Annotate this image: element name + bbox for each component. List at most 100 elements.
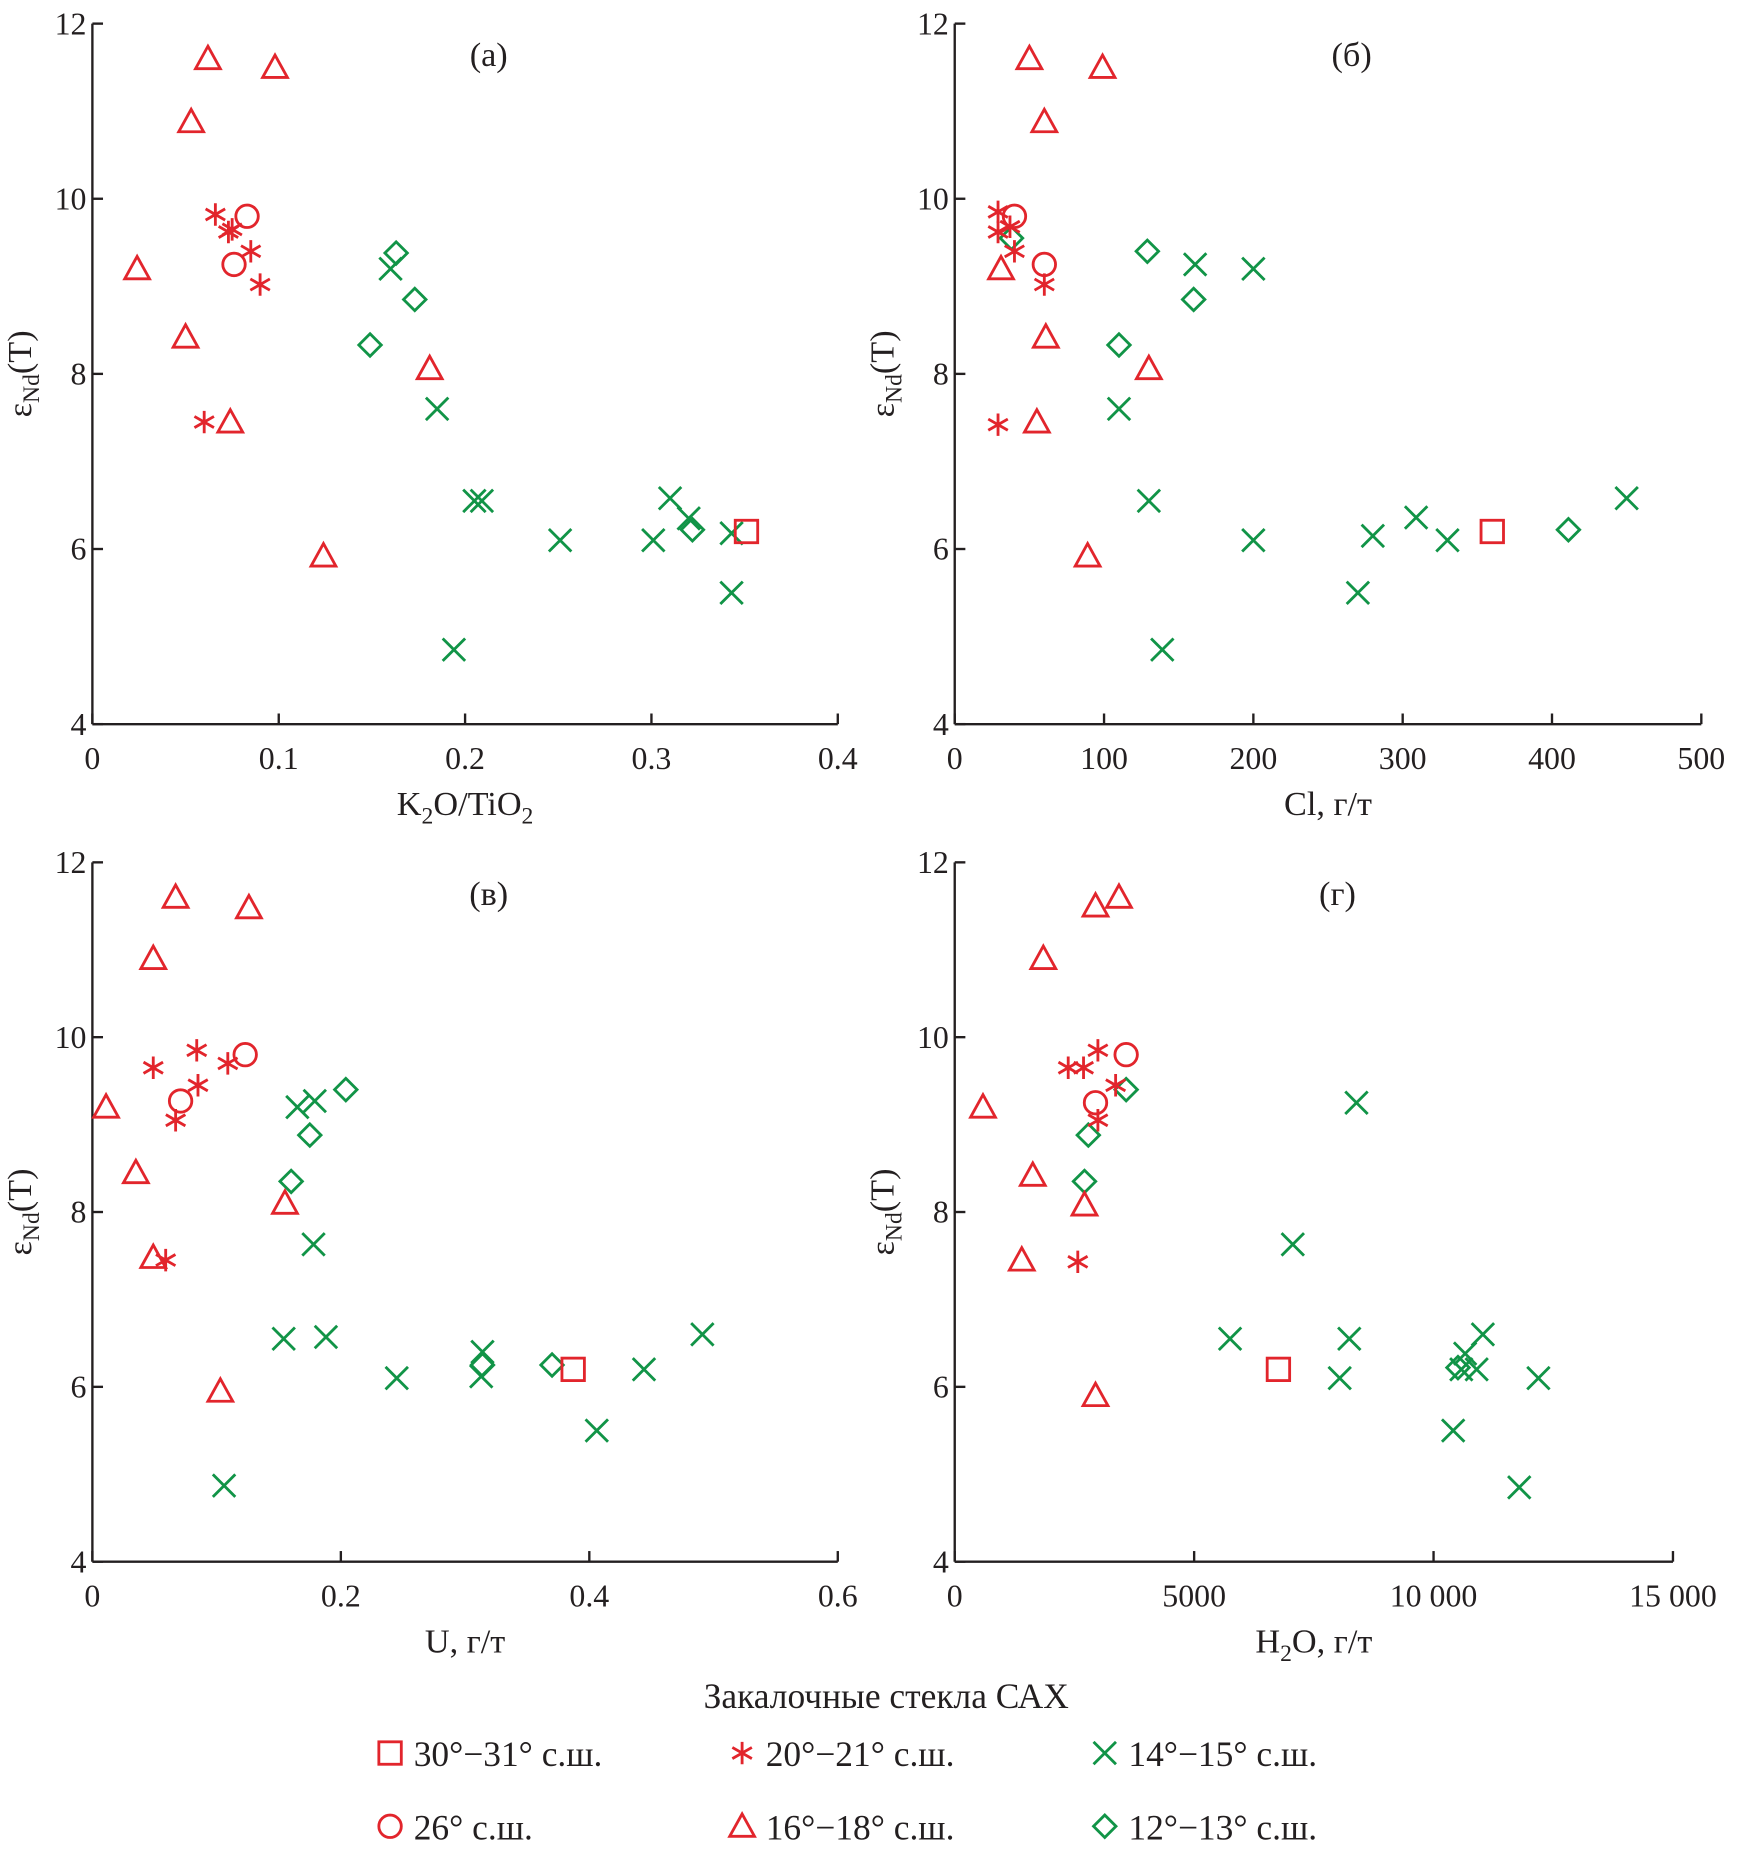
data-point-asterisk: [193, 410, 215, 434]
legend-label: 16°−18° с.ш.: [766, 1807, 955, 1847]
data-point-x: [1136, 488, 1162, 514]
data-point-triangle: [121, 1157, 151, 1185]
data-point-circle: [1001, 203, 1028, 229]
data-point-circle: [1031, 251, 1057, 278]
data-point-triangle: [1134, 353, 1164, 381]
data-point-triangle: [205, 1375, 236, 1403]
x-tick-label: 5000: [1162, 1579, 1226, 1614]
y-tick-label: 4: [71, 1544, 87, 1579]
data-point-x: [1614, 485, 1639, 511]
x-tick-label: 0.2: [445, 741, 485, 776]
legend-label: 12°−13° с.ш.: [1128, 1807, 1317, 1847]
data-point-diamond: [382, 239, 410, 267]
legend-label: 30°−31° с.ш.: [414, 1734, 603, 1774]
y-tick-label: 4: [71, 707, 87, 742]
data-point-diamond: [469, 1351, 496, 1379]
x-tick-label: 10 000: [1390, 1579, 1478, 1614]
y-tick-label: 8: [933, 1195, 949, 1230]
data-point-asterisk: [186, 1039, 208, 1062]
data-point-x: [1241, 528, 1266, 553]
y-tick-label: 8: [933, 357, 949, 392]
data-point-x: [424, 396, 450, 422]
data-point-triangle: [1006, 1244, 1037, 1272]
data-point-x: [1106, 396, 1132, 422]
data-point-triangle: [968, 1091, 998, 1119]
y-tick-label: 10: [55, 1020, 87, 1055]
x-tick-label: 0: [84, 1579, 100, 1614]
data-point-asterisk: [1105, 1074, 1127, 1097]
data-point-triangle: [1014, 43, 1045, 71]
data-point-x: [441, 637, 467, 662]
legend-triangle-icon: [727, 1810, 757, 1838]
data-point-diamond: [679, 516, 706, 543]
data-point-asterisk: [155, 1248, 177, 1272]
data-point-diamond: [356, 331, 384, 359]
data-point-triangle: [193, 43, 223, 71]
y-tick-label: 10: [917, 181, 949, 216]
data-point-square: [1265, 1356, 1292, 1383]
data-point-x: [584, 1418, 609, 1443]
x-tick-label: 0: [84, 741, 100, 776]
data-point-x: [676, 506, 701, 531]
y-axis-label: εNd(T): [863, 1169, 907, 1256]
data-point-asterisk: [1073, 1056, 1095, 1079]
x-tick-label: 0.4: [818, 741, 858, 776]
panel-2: 0 100 200 300 400 500 4 6 8 10 12 (б) Cl, г/т εNd(T): [863, 6, 1725, 823]
data-point-triangle: [234, 892, 264, 920]
data-point-x: [313, 1324, 339, 1350]
y-tick-label: 4: [933, 707, 949, 742]
data-point-triangle: [308, 540, 339, 568]
data-point-x: [1440, 1418, 1466, 1443]
y-axis-label: εNd(T): [863, 330, 907, 417]
x-tick-label: 500: [1677, 741, 1725, 776]
legend-square-icon: [377, 1740, 403, 1766]
x-axis-label: Cl, г/т: [1284, 785, 1372, 823]
data-point-asterisk: [1003, 240, 1025, 263]
x-axis-label: H2O, г/т: [1255, 1623, 1372, 1667]
y-tick-label: 6: [933, 532, 949, 567]
x-axis-label: U, г/т: [425, 1623, 505, 1661]
panel-label: (а): [470, 36, 508, 74]
x-tick-label: 0.6: [818, 1579, 858, 1614]
data-point-x: [1241, 256, 1266, 282]
data-point-x: [384, 1365, 409, 1391]
data-point-diamond: [296, 1121, 324, 1149]
data-point-x: [462, 488, 487, 514]
data-point-x: [1150, 637, 1175, 662]
data-point-circle: [221, 251, 247, 278]
data-point-triangle: [414, 353, 445, 381]
data-point-triangle: [122, 253, 152, 281]
data-point-diamond: [277, 1168, 305, 1195]
y-tick-label: 6: [71, 532, 87, 567]
data-point-triangle: [1080, 890, 1111, 918]
data-point-x: [657, 485, 683, 511]
legend-label: 26° с.ш.: [414, 1807, 533, 1847]
data-point-triangle: [1069, 1189, 1100, 1217]
data-point-triangle: [1080, 1380, 1111, 1408]
panel-1: 0 0.1 0.2 0.3 0.4 4 6 8 10 12 (а) K2O/TiO2 εNd(T): [1, 6, 858, 829]
data-point-x: [302, 1088, 327, 1114]
panel-label: (б): [1332, 36, 1372, 74]
data-point-x: [631, 1357, 657, 1382]
data-point-square: [1479, 518, 1505, 545]
data-point-circle: [1082, 1090, 1109, 1116]
legend-item: 16°−18° с.ш.: [727, 1807, 955, 1847]
data-point-triangle: [1072, 540, 1103, 568]
legend: Закалочные стекла САХ 30°−31° с.ш. 20°−21…: [377, 1676, 1317, 1847]
panel-3: 0 0.2 0.4 0.6 4 6 8 10 12 (в) U, г/т εNd(T): [1, 845, 858, 1661]
y-tick-label: 12: [55, 6, 87, 41]
data-point-x: [1435, 528, 1460, 553]
y-axis-label: εNd(T): [1, 330, 45, 417]
x-tick-label: 0: [947, 741, 963, 776]
data-point-asterisk: [187, 1074, 209, 1097]
data-point-diamond: [538, 1351, 566, 1379]
data-point-x: [1360, 523, 1386, 549]
y-tick-label: 6: [71, 1369, 87, 1404]
data-point-x: [1344, 1090, 1369, 1115]
data-point-asterisk: [142, 1056, 164, 1079]
data-point-x: [1217, 1326, 1243, 1351]
data-point-x: [1526, 1365, 1551, 1391]
data-point-triangle: [1087, 52, 1118, 79]
data-point-asterisk: [165, 1109, 187, 1132]
y-tick-label: 12: [55, 845, 87, 880]
